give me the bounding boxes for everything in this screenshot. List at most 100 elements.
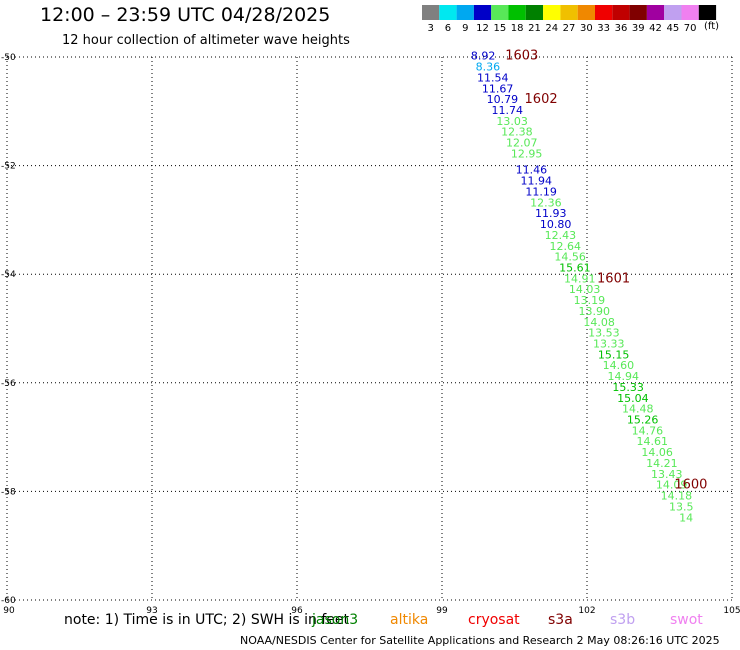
- wave-height-point: 14.76: [632, 424, 664, 437]
- scale-swatch: [577, 5, 595, 20]
- mission-swot: swot: [670, 612, 703, 628]
- color-scale-legend: 3 6 9 12 15 18 21 24 27 30 33 36 39 42 45 70: [422, 5, 717, 34]
- scale-label: 9: [462, 23, 468, 34]
- wave-height-point: 11.54: [477, 71, 509, 84]
- scale-label: 30: [580, 23, 593, 34]
- y-tick-label: -60: [1, 596, 16, 606]
- time-marker: 1600: [674, 478, 707, 493]
- scale-swatch: [439, 5, 457, 20]
- credit-line: NOAA/NESDIS Center for Satellite Applica…: [240, 634, 720, 647]
- scale-label: 33: [597, 23, 610, 34]
- y-tick-label: -50: [1, 53, 16, 63]
- x-tick-label: 105: [723, 606, 740, 616]
- wave-height-point: 11.46: [516, 164, 548, 177]
- wave-height-point: 13.90: [579, 305, 611, 318]
- scale-swatch: [525, 5, 544, 20]
- scale-swatch: [560, 5, 578, 20]
- wave-height-point: 14.48: [622, 403, 654, 416]
- axis-ticks: 90 93 96 99 102 105 -50 -52 -54 -56 -58 -60: [1, 53, 740, 616]
- scale-unit-label: (ft): [704, 21, 720, 32]
- time-markers: 1603 1602 1601 1600: [505, 49, 707, 493]
- time-marker: 1602: [525, 92, 558, 107]
- wave-height-point: 12.95: [511, 147, 543, 160]
- scale-label: 18: [511, 23, 524, 34]
- scale-swatch: [422, 5, 440, 20]
- mission-jason3: jason3: [312, 612, 359, 628]
- wave-height-point: 14.91: [564, 272, 596, 285]
- wave-height-point: 13.33: [593, 338, 625, 351]
- scale-swatch: [456, 5, 474, 20]
- wave-height-point: 13.43: [651, 468, 683, 481]
- scale-swatch: [543, 5, 561, 20]
- scale-swatch: [664, 5, 682, 20]
- data-points: 8.928.3611.5411.6710.7911.7413.0312.3812…: [471, 50, 694, 525]
- wave-height-point: 14.94: [608, 370, 640, 383]
- chart-title: 12:00 – 23:59 UTC 04/28/2025: [40, 4, 331, 26]
- scale-swatch: [698, 5, 717, 20]
- wave-height-point: 15.61: [559, 261, 591, 274]
- scale-label: 70: [684, 23, 697, 34]
- wave-height-point: 11.74: [492, 104, 524, 117]
- y-tick-label: -56: [1, 379, 16, 389]
- x-tick-label: 96: [291, 606, 303, 616]
- scale-swatch: [646, 5, 665, 20]
- wave-height-point: 13.5: [669, 500, 694, 513]
- wave-height-point: 14: [679, 511, 693, 524]
- scale-label: 45: [666, 23, 679, 34]
- wave-height-point: 11.93: [535, 207, 567, 220]
- scale-label: 27: [563, 23, 576, 34]
- footer-note: note: 1) Time is in UTC; 2) SWH is in fe…: [64, 612, 350, 628]
- wave-height-point: 8.92: [471, 50, 496, 63]
- x-tick-label: 99: [436, 606, 448, 616]
- wave-height-point: 10.79: [487, 93, 519, 106]
- wave-height-point: 14.09: [656, 479, 688, 492]
- wave-height-point: 13.19: [574, 294, 606, 307]
- scale-swatch: [473, 5, 492, 20]
- mission-altika: altika: [390, 612, 429, 628]
- wave-height-point: 15.26: [627, 414, 659, 427]
- scale-label: 15: [493, 23, 506, 34]
- wave-height-point: 8.36: [476, 61, 501, 74]
- scale-label: 12: [476, 23, 489, 34]
- wave-height-point: 13.03: [496, 115, 528, 128]
- scale-swatch: [595, 5, 613, 20]
- scale-swatch: [681, 5, 699, 20]
- time-marker: 1601: [597, 271, 630, 286]
- mission-cryosat: cryosat: [468, 612, 520, 628]
- x-tick-label: 102: [578, 606, 595, 616]
- wave-height-point: 14.06: [641, 446, 673, 459]
- chart-grid: [6, 56, 733, 601]
- wave-height-point: 12.36: [530, 196, 562, 209]
- mission-s3b: s3b: [610, 612, 636, 628]
- scale-label: 36: [615, 23, 628, 34]
- x-tick-label: 93: [146, 606, 157, 616]
- scale-swatch: [491, 5, 509, 20]
- wave-height-point: 12.64: [550, 240, 582, 253]
- wave-height-point: 11.19: [525, 185, 557, 198]
- wave-height-point: 15.15: [598, 348, 630, 361]
- x-tick-label: 90: [3, 606, 15, 616]
- wave-height-point: 12.38: [501, 126, 533, 139]
- wave-height-point: 13.53: [588, 327, 620, 340]
- scale-label: 21: [528, 23, 541, 34]
- wave-height-point: 12.43: [545, 229, 577, 242]
- y-tick-label: -54: [1, 270, 16, 280]
- wave-height-point: 14.56: [554, 251, 586, 264]
- wave-height-point: 12.07: [506, 137, 538, 150]
- wave-height-point: 15.33: [612, 381, 644, 394]
- wave-height-point: 14.18: [661, 490, 693, 503]
- time-marker: 1603: [505, 49, 538, 64]
- scale-swatch: [612, 5, 630, 20]
- wave-height-point: 11.94: [521, 175, 553, 188]
- scale-swatch: [629, 5, 647, 20]
- wave-height-point: 14.03: [569, 283, 601, 296]
- wave-height-point: 14.61: [637, 435, 669, 448]
- scale-label: 3: [427, 23, 433, 34]
- wave-height-point: 14.60: [603, 359, 635, 372]
- scale-label: 42: [649, 23, 662, 34]
- scale-label: 6: [445, 23, 451, 34]
- y-tick-label: -52: [1, 162, 16, 172]
- y-tick-label: -58: [1, 487, 16, 497]
- scale-label: 24: [545, 23, 558, 34]
